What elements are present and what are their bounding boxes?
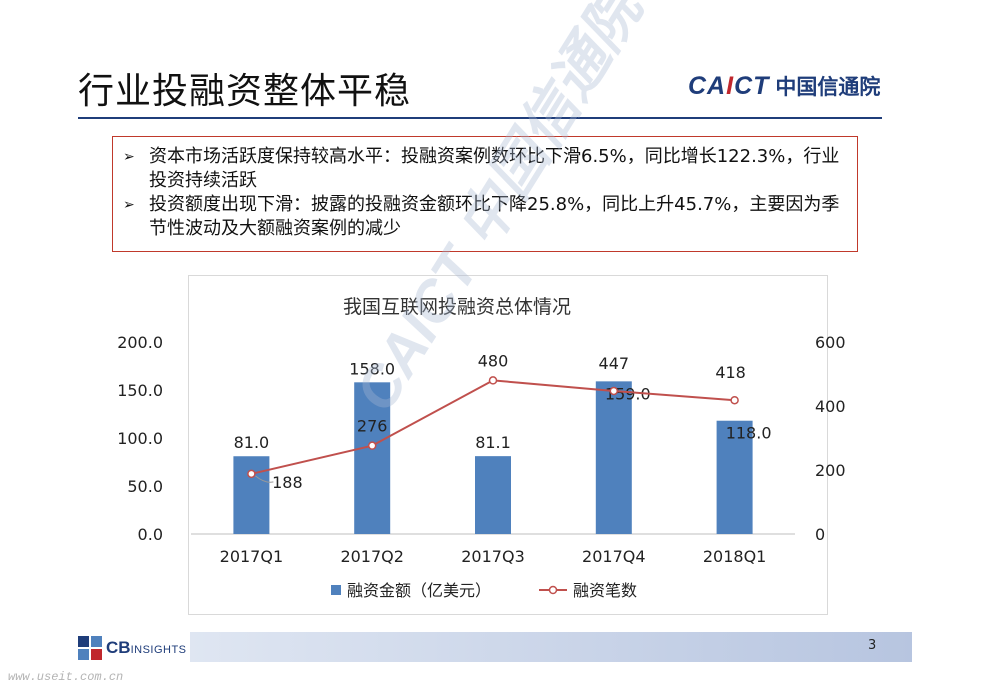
legend-bar-label: 融资金额（亿美元）	[347, 581, 491, 600]
investment-chart: 我国互联网投融资总体情况 0.0 50.0 100.0 150.0 200.0 0 200 40…	[117, 296, 845, 600]
y-left-tick-label: 100.0	[117, 429, 163, 448]
summary-bullet-text: 投资额度出现下滑：披露的投融资金额环比下降25.8%，同比上升45.7%，主要因…	[149, 194, 840, 239]
line-point-2018Q1	[730, 395, 739, 405]
x-tick-label: 2017Q3	[461, 547, 525, 566]
bar-data-label: 81.0	[234, 433, 270, 452]
label-leader-line	[255, 475, 274, 483]
title-divider	[78, 117, 882, 119]
caict-logo: CAICT 中国信通院	[688, 71, 880, 101]
x-tick-label: 2018Q1	[703, 547, 767, 566]
cbinsights-mark-icon	[78, 636, 102, 660]
bar-data-label: 81.1	[475, 433, 511, 452]
y-right-tick-label: 200	[815, 461, 846, 480]
caict-logo-text: CAICT	[688, 72, 770, 100]
line-data-label: 188	[272, 473, 303, 492]
bar-2017Q4	[595, 381, 632, 534]
bar-2017Q3	[475, 456, 511, 534]
legend-line-marker	[548, 585, 558, 595]
summary-bullet-2: ➢ 投资额度出现下滑：披露的投融资金额环比下降25.8%，同比上升45.7%，主…	[123, 193, 847, 241]
page-number: 3	[868, 638, 877, 653]
legend-bar-swatch	[331, 585, 341, 595]
x-tick-label: 2017Q2	[340, 547, 404, 566]
y-left-tick-label: 200.0	[117, 333, 163, 352]
line-data-label: 480	[478, 351, 509, 370]
line-point-2017Q1	[247, 469, 256, 479]
slide-title: 行业投融资整体平稳	[78, 71, 412, 112]
summary-box: ➢ 资本市场活跃度保持较高水平：投融资案例数环比下滑6.5%，同比增长122.3…	[112, 136, 858, 252]
site-watermark: www.useit.com.cn	[8, 670, 124, 684]
y-right-tick-label: 400	[815, 397, 846, 416]
y-left-tick-label: 150.0	[117, 381, 163, 400]
line-point-2017Q3	[488, 376, 498, 385]
cbinsights-logo: CBINSIGHTS	[78, 636, 187, 660]
y-left-tick-label: 0.0	[138, 525, 163, 544]
chart-frame: 我国互联网投融资总体情况 0.0 50.0 100.0 150.0 200.0 0 200 40…	[117, 275, 846, 615]
line-point-2017Q4	[609, 386, 619, 396]
line-data-label: 447	[599, 354, 630, 373]
chart-title: 我国互联网投融资总体情况	[343, 296, 571, 318]
cbinsights-text: CBINSIGHTS	[106, 638, 187, 657]
y-right-tick-label: 600	[815, 333, 846, 352]
caict-logo-cn: 中国信通院	[775, 75, 881, 99]
legend-line-label: 融资笔数	[573, 581, 637, 600]
arrow-bullet-icon: ➢	[123, 149, 135, 165]
line-data-label: 276	[357, 417, 388, 436]
summary-bullet-text: 资本市场活跃度保持较高水平：投融资案例数环比下滑6.5%，同比增长122.3%，…	[149, 146, 840, 191]
y-left-tick-label: 50.0	[127, 477, 163, 496]
bar-data-label: 118.0	[726, 424, 772, 443]
bar-2017Q2	[354, 382, 391, 534]
footer-band	[190, 632, 912, 662]
arrow-bullet-icon: ➢	[123, 197, 135, 213]
line-point-2017Q2	[367, 441, 377, 450]
line-data-label: 418	[715, 363, 746, 382]
bar-2017Q1	[233, 456, 270, 534]
summary-bullet-1: ➢ 资本市场活跃度保持较高水平：投融资案例数环比下滑6.5%，同比增长122.3…	[123, 145, 847, 193]
y-right-tick-label: 0	[815, 525, 825, 544]
x-tick-label: 2017Q1	[220, 547, 284, 566]
bar-data-label: 158.0	[349, 359, 395, 378]
x-tick-label: 2017Q4	[582, 547, 646, 566]
bar-2018Q1	[716, 420, 753, 534]
